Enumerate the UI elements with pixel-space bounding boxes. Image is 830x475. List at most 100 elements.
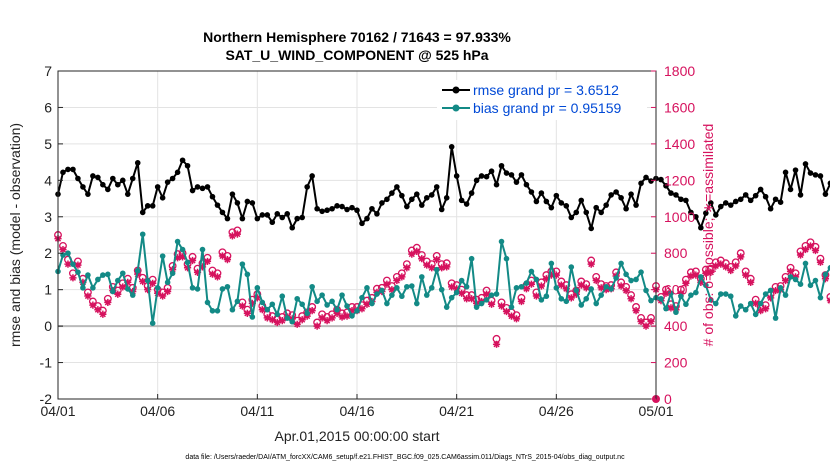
y-right-tick-label: 1600	[664, 99, 695, 115]
bias-point	[119, 270, 126, 277]
obs-assimilated-point	[99, 310, 107, 318]
obs-assimilated-point	[542, 275, 550, 283]
bias-point	[110, 288, 116, 295]
obs-assimilated-point	[393, 276, 401, 285]
bias-point	[458, 277, 465, 284]
rmse-point	[199, 185, 206, 192]
obs-assimilated-point	[642, 322, 650, 330]
rmse-point	[807, 170, 814, 176]
bias-point	[139, 231, 146, 238]
rmse-point	[822, 191, 829, 197]
rmse-point	[344, 206, 350, 213]
bias-point	[643, 287, 649, 294]
obs-assimilated-point	[338, 313, 346, 321]
rmse-point	[588, 225, 595, 232]
bias-point	[608, 286, 614, 292]
rmse-point	[533, 198, 540, 205]
bias-point	[772, 315, 779, 321]
rmse-point	[105, 186, 111, 193]
rmse-point	[219, 209, 226, 216]
obs-assimilated-point	[752, 299, 760, 307]
obs-assimilated-point	[502, 307, 511, 316]
rmse-point	[259, 212, 266, 218]
bias-point	[663, 305, 669, 312]
rmse-point	[812, 172, 819, 178]
bias-point	[812, 277, 819, 284]
rmse-point	[797, 192, 804, 198]
rmse-point	[767, 205, 774, 212]
rmse-point	[304, 184, 310, 190]
obs-assimilated-point	[537, 282, 545, 290]
rmse-point	[149, 203, 156, 209]
obs-assimilated-point	[248, 299, 256, 307]
rmse-point	[598, 209, 604, 216]
rmse-point	[488, 168, 495, 175]
bias-point	[792, 276, 799, 283]
bias-point	[623, 271, 629, 278]
obs-assimilated-point	[114, 290, 122, 298]
rmse-point	[722, 200, 729, 206]
bias-point	[448, 294, 455, 301]
rmse-point	[139, 209, 146, 216]
obs-assimilated-point	[428, 264, 436, 272]
obs-assimilated-point	[702, 269, 710, 277]
obs-assimilated-point	[69, 274, 77, 282]
bias-point	[483, 297, 490, 303]
bias-point	[698, 274, 704, 280]
obs-assimilated-point	[747, 278, 755, 286]
rmse-point	[95, 174, 101, 181]
bias-point	[593, 300, 599, 307]
bias-point	[538, 297, 545, 303]
rmse-point	[399, 192, 405, 199]
obs-assimilated-point	[627, 295, 635, 303]
bias-point	[722, 291, 729, 297]
rmse-point	[289, 224, 296, 231]
bias-point	[209, 308, 216, 314]
rmse-point	[409, 196, 415, 203]
bias-point	[658, 295, 664, 302]
obs-assimilated-point	[811, 246, 820, 255]
y-left-tick-label: 3	[44, 209, 52, 225]
bias-point	[224, 283, 231, 290]
obs-assimilated-point	[772, 286, 780, 295]
obs-assimilated-point	[89, 301, 97, 309]
obs-assimilated-point	[218, 252, 227, 260]
rmse-point	[638, 180, 644, 187]
rmse-point	[428, 192, 435, 198]
obs-assimilated-point	[79, 278, 87, 286]
rmse-point	[633, 202, 639, 208]
obs-assimilated-point	[453, 285, 461, 293]
rmse-point	[747, 197, 754, 204]
rmse-point	[394, 184, 400, 190]
legend: rmse grand pr = 3.6512 bias grand pr = 0…	[437, 80, 647, 120]
rmse-point	[443, 195, 450, 201]
bias-point	[399, 293, 405, 300]
obs-assimilated-point	[587, 260, 595, 268]
bias-point	[105, 271, 111, 278]
obs-assimilated-point	[313, 322, 321, 330]
bias-point	[314, 298, 320, 305]
y-left-tick-label: 6	[44, 99, 52, 115]
rmse-point	[379, 200, 385, 206]
bias-point	[488, 292, 495, 298]
y-left-tick-label: 0	[44, 318, 52, 334]
bias-point	[379, 287, 385, 294]
bias-point	[70, 261, 76, 267]
bias-point	[513, 285, 520, 291]
bias-point	[717, 291, 724, 297]
y-right-tick-label: 200	[664, 355, 688, 371]
rmse-point	[573, 209, 580, 216]
obs-assimilated-point	[762, 305, 770, 313]
rmse-point	[85, 191, 91, 197]
obs-assimilated-point	[562, 285, 570, 293]
rmse-point	[234, 200, 241, 206]
rmse-point	[528, 189, 535, 195]
bias-point	[762, 291, 769, 297]
bias-point	[344, 303, 350, 309]
y-right-tick-label: 600	[664, 282, 688, 298]
bias-point	[189, 285, 196, 291]
bias-point	[329, 298, 335, 305]
bias-point	[199, 246, 206, 253]
obs-assimilated-point	[388, 286, 396, 294]
rmse-point	[269, 219, 276, 226]
